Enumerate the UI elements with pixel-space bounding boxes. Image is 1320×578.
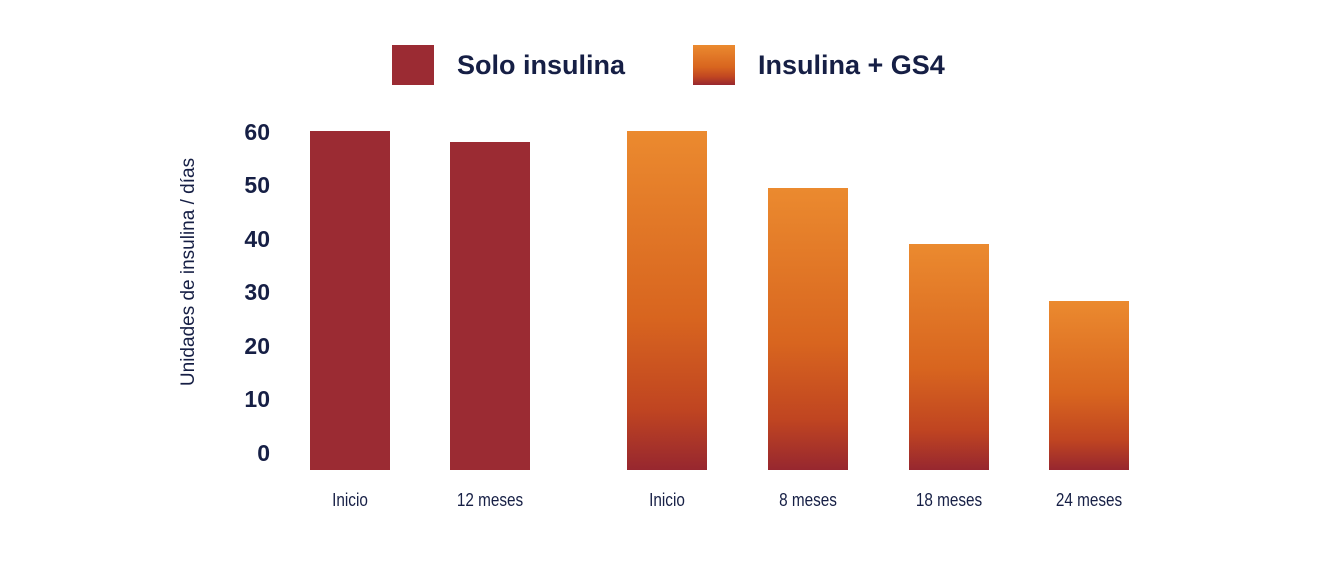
y-tick-60: 60 (244, 118, 270, 145)
bar-solo-insulina-inicio (310, 131, 390, 470)
y-tick-0: 0 (257, 439, 270, 466)
y-tick-40: 40 (244, 225, 270, 252)
x-axis-label-8-meses: 8 meses (779, 490, 837, 510)
y-tick-10: 10 (244, 386, 270, 413)
y-tick-20: 20 (244, 332, 270, 359)
y-tick-30: 30 (244, 279, 270, 306)
legend-swatch-solo-insulina-icon (392, 45, 434, 85)
plot-area (310, 131, 1130, 470)
y-tick-50: 50 (244, 172, 270, 199)
legend-label-solo-insulina: Solo insulina (457, 49, 626, 80)
x-axis-label-inicio: Inicio (332, 490, 368, 510)
x-axis-label-12-meses: 12 meses (456, 490, 524, 510)
bar-insulina-gs4-8-meses (768, 187, 848, 470)
legend-label-insulina-gs4: Insulina + GS4 (758, 49, 945, 80)
x-axis-label-24-meses: 24 meses (1055, 490, 1123, 510)
legend-item-solo-insulina: Solo insulina (392, 45, 625, 85)
bar-insulina-gs4-inicio (627, 131, 707, 470)
x-axis-label-inicio: Inicio (649, 490, 685, 510)
legend-item-insulina-gs4: Insulina + GS4 (693, 45, 945, 85)
x-axis-label-18-meses: 18 meses (915, 490, 983, 510)
legend-swatch-insulina-gs4-icon (693, 45, 735, 85)
bar-insulina-gs4-18-meses (909, 244, 989, 470)
bar-insulina-gs4-24-meses (1049, 300, 1129, 470)
bar-solo-insulina-12-meses (450, 142, 530, 470)
